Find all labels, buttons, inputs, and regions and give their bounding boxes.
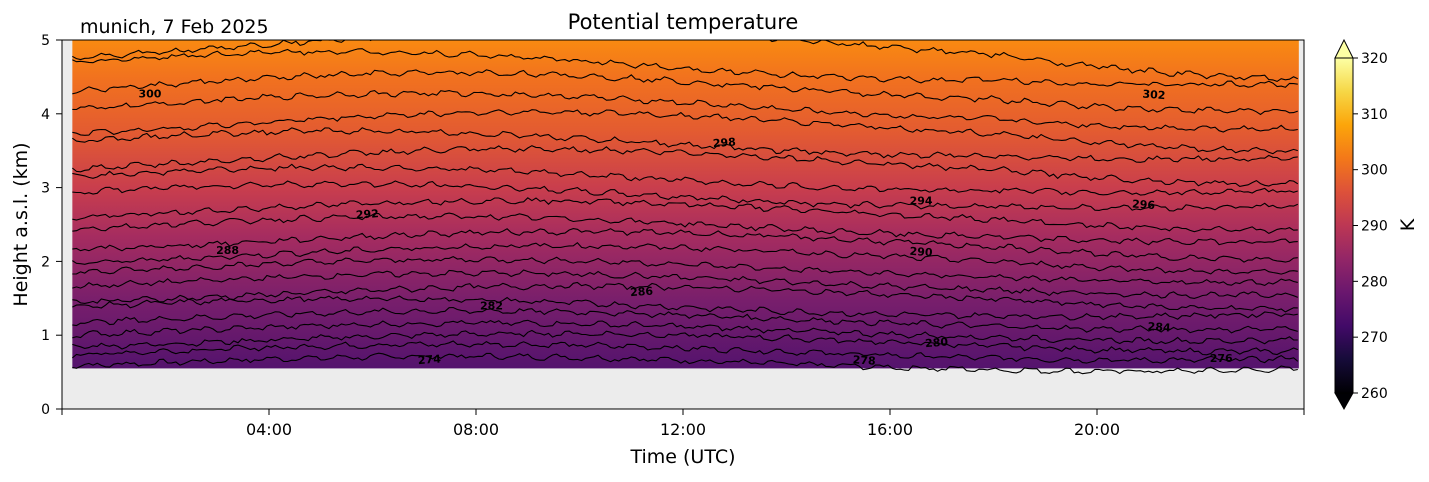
contour-line	[72, 109, 1298, 155]
isentrope-contours	[71, 40, 1299, 375]
contour-line	[72, 255, 1298, 287]
contour-line	[72, 352, 1298, 375]
y-tick-label: 5	[41, 33, 50, 49]
x-tick-label: 20:00	[1074, 420, 1120, 439]
colorbar-scale	[1334, 57, 1354, 394]
contour-label: 294	[910, 195, 933, 208]
y-tick-label: 2	[41, 254, 50, 270]
x-tick-label: 04:00	[246, 420, 292, 439]
colorbar-tick-label: 280	[1361, 274, 1388, 290]
contour-line	[72, 48, 1298, 88]
contour-line	[72, 197, 1298, 235]
colorbar-ticks: 260 270 280 290 300 310 320	[1353, 51, 1388, 402]
y-tick-label: 3	[41, 181, 50, 197]
x-axis-ticks: 04:00 08:00 12:00 16:00 20:00	[61, 409, 1305, 439]
colorbar-extend-max	[1334, 38, 1354, 59]
y-axis-label: Height a.s.l. (km)	[10, 142, 32, 306]
colorbar-tick-label: 310	[1361, 107, 1388, 123]
x-tick-label: 12:00	[660, 420, 706, 439]
colorbar-tick-label: 260	[1361, 386, 1388, 402]
contour-line	[72, 228, 1298, 263]
contour-line	[72, 40, 1299, 83]
chart-title: Potential temperature	[568, 10, 799, 34]
colorbar: 260 270 280 290 300 310 320 K	[1334, 38, 1419, 411]
y-tick-label: 1	[41, 328, 50, 344]
contour-line	[72, 163, 1298, 196]
contour-line	[72, 269, 1299, 299]
contour-line	[72, 329, 1298, 356]
contour-label: 286	[630, 285, 654, 300]
contour-label: 276	[1210, 352, 1233, 365]
colorbar-tick-label: 270	[1361, 330, 1388, 346]
contour-label: 280	[925, 336, 949, 351]
contour-line	[72, 319, 1298, 345]
contour-line	[72, 69, 1298, 116]
contour-label: 300	[138, 88, 161, 101]
contour-line	[72, 212, 1298, 246]
contour-line	[72, 295, 1298, 321]
contour-line	[72, 180, 1299, 212]
x-tick-label: 08:00	[453, 420, 499, 439]
contour-label: 302	[1142, 88, 1166, 103]
contour-label: 278	[852, 353, 876, 368]
colorbar-tick-label: 300	[1361, 163, 1388, 179]
contour-line	[71, 340, 1299, 364]
y-axis-ticks: 0 1 2 3 4 5	[41, 33, 62, 418]
contour-label: 284	[1147, 320, 1171, 335]
contour-label: 274	[417, 352, 441, 367]
contour-line	[72, 281, 1298, 313]
contour-line	[71, 145, 1299, 187]
contour-label: 292	[355, 207, 379, 222]
x-axis-label: Time (UTC)	[629, 446, 735, 468]
x-tick-label: 16:00	[867, 420, 913, 439]
contour-line	[71, 127, 1298, 163]
potential-temperature-field	[72, 40, 1299, 369]
contour-line	[72, 241, 1298, 275]
contour-line	[72, 90, 1298, 133]
contour-label: 296	[1132, 198, 1156, 213]
location-date-label: munich, 7 Feb 2025	[80, 16, 269, 38]
contour-label: 282	[480, 299, 503, 312]
contour-label: 298	[712, 136, 736, 151]
colorbar-tick-label: 290	[1361, 219, 1388, 235]
contour-label: 288	[216, 244, 239, 257]
contour-label: 290	[909, 245, 933, 260]
colorbar-label: K	[1397, 218, 1419, 231]
contour-labels: 274 276 278 280 282 284 286 288 290 292 294 296 298 3…	[138, 88, 1233, 368]
colorbar-tick-label: 320	[1361, 51, 1388, 67]
y-tick-label: 4	[41, 107, 50, 123]
colorbar-extend-min	[1334, 392, 1354, 411]
y-tick-label: 0	[41, 402, 50, 418]
contour-line	[72, 306, 1298, 334]
